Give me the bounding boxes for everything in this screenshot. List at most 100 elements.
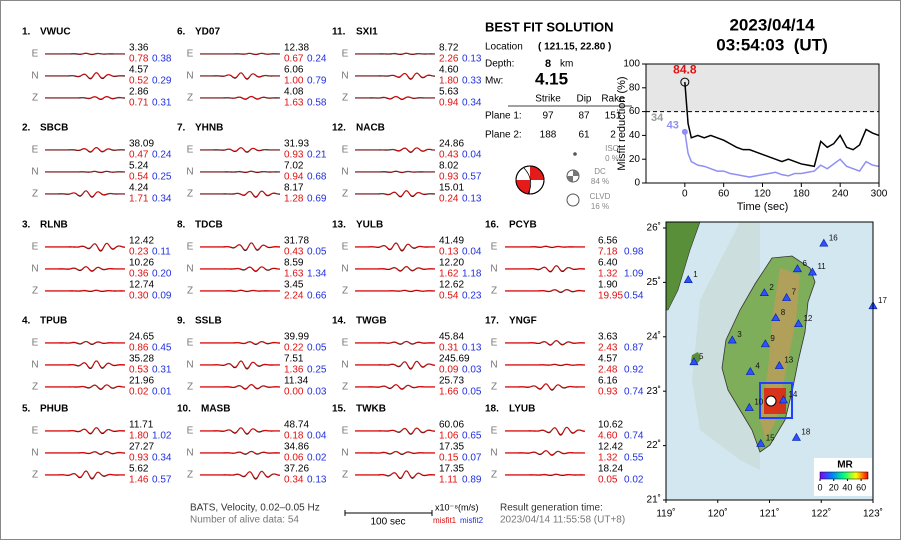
component: E xyxy=(342,49,349,60)
table-header: Rake xyxy=(601,94,625,105)
misfit1: 0.43 xyxy=(439,150,459,161)
misfit2: 0.54 xyxy=(624,291,644,302)
filter: BATS, Velocity, 0.02–0.05 Hz xyxy=(190,503,320,514)
clvd-label: CLVD xyxy=(590,192,611,201)
synthetic-trace xyxy=(355,470,436,479)
event-box xyxy=(759,382,793,419)
scale-label: 100 sec xyxy=(370,517,405,528)
station-number: 8. xyxy=(177,220,186,231)
station-marker xyxy=(759,288,769,297)
misfit1: 2.43 xyxy=(598,343,618,354)
station-id: 18 xyxy=(801,428,810,437)
map-y-tick-label: 21˚ xyxy=(647,494,661,506)
misfit1: 0.23 xyxy=(129,247,149,258)
amplitude: 27.27 xyxy=(129,442,154,453)
component: E xyxy=(187,426,194,437)
synthetic-trace xyxy=(200,289,280,292)
station-marker xyxy=(689,357,699,366)
amplitude: 7.02 xyxy=(284,161,304,172)
station-marker xyxy=(745,367,755,375)
misfit2: 0.07 xyxy=(462,453,482,464)
component: E xyxy=(32,338,39,349)
synthetic-trace xyxy=(200,242,281,251)
amplitude: 38.09 xyxy=(129,139,154,150)
misfit2: 0.03 xyxy=(307,387,327,398)
table-header: Dip xyxy=(576,94,591,105)
station-id: 3 xyxy=(737,330,742,339)
colorbar-label: MR xyxy=(837,460,853,471)
amplitude: 3.36 xyxy=(129,43,149,54)
misfit1: 0.18 xyxy=(284,431,304,442)
map-x-tick-label: 119˚ xyxy=(656,508,675,520)
station-marker xyxy=(683,275,693,283)
misfit1: 0.78 xyxy=(129,54,149,65)
station-id: 11 xyxy=(817,262,826,271)
misfit2: 0.05 xyxy=(462,387,482,398)
misfit2: 0.57 xyxy=(152,475,172,486)
plot-frame xyxy=(645,63,880,184)
station-number: 9. xyxy=(177,316,186,327)
start-marker xyxy=(681,128,688,135)
misfit1: 2.26 xyxy=(439,54,459,65)
station-marker xyxy=(791,432,801,441)
misfit2: 0.34 xyxy=(152,194,172,205)
misfit1: 1.28 xyxy=(284,194,304,205)
misfit1: 0.43 xyxy=(284,247,304,258)
misfit1: 1.80 xyxy=(129,431,149,442)
synthetic-trace xyxy=(45,340,125,345)
map-x-tick-label: 122˚ xyxy=(811,508,831,520)
station-name: PHUB xyxy=(40,404,68,415)
station-name: PCYB xyxy=(509,220,537,231)
station-name: TWGB xyxy=(356,316,387,327)
misfit1: 4.60 xyxy=(598,431,618,442)
amplitude: 8.02 xyxy=(439,161,459,172)
station-id: 5 xyxy=(699,352,704,361)
component: Z xyxy=(32,382,38,393)
amplitude: 5.24 xyxy=(129,161,149,172)
island-shelf xyxy=(660,222,760,470)
station-marker xyxy=(793,319,803,328)
component: Z xyxy=(32,189,38,200)
plane-value: 188 xyxy=(540,130,557,141)
amplitude: 15.01 xyxy=(439,183,464,194)
component: E xyxy=(491,242,498,253)
misfit2: 0.55 xyxy=(624,453,644,464)
misfit2: 0.92 xyxy=(624,365,644,376)
misfit2: 0.25 xyxy=(152,172,172,183)
misfit1: 19.95 xyxy=(598,291,623,302)
event-beachball xyxy=(765,395,777,407)
misfit2: 0.45 xyxy=(152,343,172,354)
misfit1: 1.32 xyxy=(598,269,618,280)
depth-unit: km xyxy=(560,59,573,70)
station-number: 11. xyxy=(332,27,346,38)
misfit1: 0.36 xyxy=(129,269,149,280)
station-id: 14 xyxy=(788,390,797,399)
station-name: SBCB xyxy=(40,123,68,134)
synthetic-trace xyxy=(45,190,126,198)
synthetic-trace xyxy=(200,384,281,390)
amplitude: 4.57 xyxy=(129,65,149,76)
component: N xyxy=(341,360,348,371)
amplitude: 31.93 xyxy=(284,139,309,150)
synthetic-trace xyxy=(355,450,435,455)
misfit2: 0.23 xyxy=(462,291,482,302)
synthetic-trace xyxy=(355,340,436,345)
misfit1: 0.15 xyxy=(439,453,459,464)
misfit1: 0.24 xyxy=(439,194,459,205)
station-marker xyxy=(778,395,788,404)
dc-label: DC xyxy=(594,167,606,176)
amplitude: 6.56 xyxy=(598,236,618,247)
component: N xyxy=(31,264,38,275)
misfit2: 0.66 xyxy=(307,291,327,302)
amplitude: 34.86 xyxy=(284,442,309,453)
dc: 84 % xyxy=(591,177,609,186)
misfit2: 0.74 xyxy=(624,431,644,442)
amplitude: 5.62 xyxy=(129,464,149,475)
misfit2: 0.29 xyxy=(152,76,172,87)
component: E xyxy=(342,242,349,253)
peak-marker xyxy=(680,77,690,87)
plane-value: 2 xyxy=(610,130,616,141)
misfit2: 1.18 xyxy=(462,269,482,280)
amplitude: 1.90 xyxy=(598,280,618,291)
